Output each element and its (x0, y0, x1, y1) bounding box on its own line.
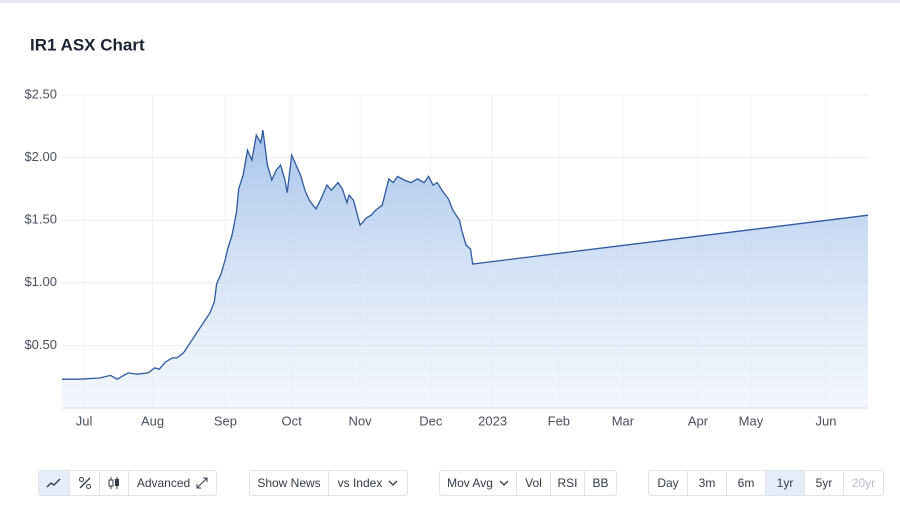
x-tick-label: Apr (688, 413, 709, 428)
period-label: 3m (698, 476, 716, 490)
chart-title: IR1 ASX Chart (30, 35, 145, 54)
period-button: 20yr (844, 471, 883, 495)
vs-index-label: vs Index (337, 476, 383, 490)
period-label: 6m (737, 476, 755, 490)
y-tick-label: $1.00 (24, 274, 57, 289)
period-button[interactable]: 6m (727, 471, 766, 495)
news-group: Show News vs Index (249, 470, 408, 496)
x-tick-label: Aug (141, 413, 164, 428)
x-tick-label: Mar (612, 413, 635, 428)
x-tick-label: Sep (214, 413, 237, 428)
y-tick-label: $2.00 (24, 149, 57, 164)
period-button[interactable]: 1yr (766, 471, 805, 495)
period-button[interactable]: Day (649, 471, 688, 495)
period-label: 5yr (815, 476, 833, 490)
mov-avg-button[interactable]: Mov Avg (440, 471, 517, 495)
advanced-button[interactable]: Advanced (129, 471, 216, 495)
indicator-button[interactable]: Vol (517, 471, 551, 495)
indicator-label: Vol (525, 476, 542, 490)
x-tick-label: Feb (548, 413, 570, 428)
percent-icon (78, 477, 91, 489)
x-tick-label: Oct (282, 413, 303, 428)
indicator-group: Mov Avg Vol RSI BB (439, 470, 617, 496)
advanced-label: Advanced (136, 476, 191, 490)
price-line (62, 129, 869, 380)
candle-icon (108, 477, 119, 489)
y-tick-label: $2.50 (24, 86, 57, 101)
x-tick-label: Jun (816, 413, 837, 428)
area (62, 130, 868, 408)
chart: IR1 ASX Chart $0.50 $1.00 $1.50 $2.00 $2.50 J… (24, 35, 869, 428)
vs-index-button[interactable]: vs Index (329, 471, 407, 495)
line-chart-button[interactable] (39, 471, 70, 495)
candle-button[interactable] (100, 471, 129, 495)
indicator-button[interactable]: BB (585, 471, 616, 495)
percent-button[interactable] (70, 471, 100, 495)
period-label: Day (657, 476, 679, 490)
y-tick-label: $0.50 (24, 337, 57, 352)
x-tick-label: Jul (76, 413, 93, 428)
y-tick-label: $1.50 (24, 212, 57, 227)
top-border (0, 0, 900, 3)
mov-avg-label: Mov Avg (447, 476, 493, 490)
expand-icon (196, 477, 208, 489)
chart-type-group: Advanced (38, 470, 217, 496)
line-icon (46, 478, 61, 488)
period-group: Day 3m 6m 1yr 5yr 20yr (648, 470, 884, 496)
x-tick-label: May (739, 413, 764, 428)
chevron-icon (388, 480, 398, 486)
x-tick-label: Nov (349, 413, 373, 428)
indicator-label: RSI (557, 476, 578, 490)
indicator-button[interactable]: RSI (551, 471, 585, 495)
period-label: 20yr (851, 476, 876, 490)
x-tick-label: 2023 (478, 413, 507, 428)
chevron-icon (499, 480, 509, 486)
show-news-label: Show News (257, 476, 321, 490)
x-tick-label: Dec (419, 413, 443, 428)
indicator-label: BB (592, 476, 609, 490)
period-button[interactable]: 5yr (805, 471, 844, 495)
period-button[interactable]: 3m (688, 471, 727, 495)
period-label: 1yr (776, 476, 794, 490)
show-news-button[interactable]: Show News (250, 471, 329, 495)
